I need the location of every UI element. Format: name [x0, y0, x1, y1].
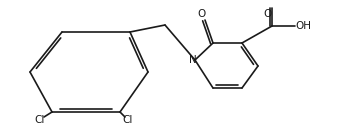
Text: N: N: [189, 55, 197, 65]
Text: O: O: [264, 9, 272, 19]
Text: Cl: Cl: [35, 115, 45, 125]
Text: OH: OH: [295, 21, 311, 31]
Text: O: O: [197, 9, 205, 19]
Text: Cl: Cl: [123, 115, 133, 125]
